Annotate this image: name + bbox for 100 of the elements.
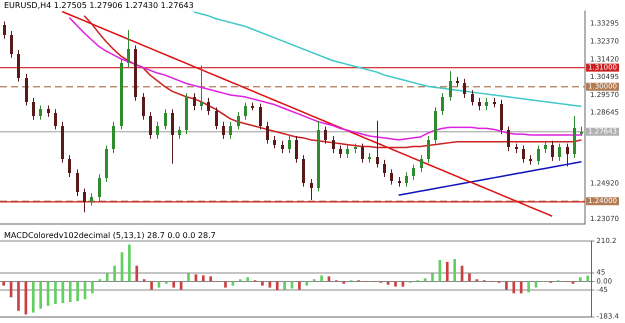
bar <box>209 276 212 282</box>
candlestick <box>54 108 57 130</box>
bar <box>460 266 464 282</box>
candlestick <box>32 97 35 120</box>
bar <box>386 282 390 285</box>
bar <box>402 282 404 287</box>
candlestick <box>354 143 357 154</box>
candlestick <box>259 103 262 130</box>
candlestick <box>164 108 167 130</box>
bar <box>39 282 42 309</box>
candlestick <box>76 168 79 197</box>
candlestick <box>281 140 284 154</box>
candlestick <box>361 143 364 164</box>
bar <box>194 274 198 282</box>
bar <box>534 282 538 288</box>
candlestick <box>580 126 583 136</box>
candlestick <box>3 20 6 40</box>
bar <box>224 282 227 288</box>
candlestick <box>273 136 276 149</box>
candlestick <box>215 106 218 130</box>
bar <box>172 282 176 288</box>
candlestick <box>149 112 152 140</box>
bar <box>505 282 508 290</box>
bar <box>180 282 182 290</box>
candlestick <box>156 121 159 140</box>
candlestick <box>68 154 71 178</box>
bar <box>68 282 72 302</box>
candlestick <box>83 188 86 213</box>
candlestick <box>171 108 174 164</box>
bar <box>261 282 264 286</box>
candlestick <box>507 126 510 152</box>
candlestick <box>398 176 401 188</box>
candlestick <box>178 126 181 140</box>
candlestick <box>332 136 335 154</box>
bar <box>158 282 160 288</box>
candlestick <box>537 145 540 166</box>
candlestick <box>127 30 130 68</box>
candlestick <box>412 164 415 180</box>
candlestick <box>405 172 408 188</box>
bar <box>17 282 20 311</box>
candlestick <box>471 90 474 106</box>
candlestick <box>193 92 196 111</box>
candlestick <box>207 97 210 116</box>
bar <box>305 282 308 286</box>
candlestick <box>544 140 547 154</box>
candlestick <box>339 145 342 158</box>
candlestick <box>25 73 28 106</box>
bar <box>446 262 449 282</box>
bar <box>113 266 116 282</box>
bar <box>150 282 153 290</box>
candlestick <box>10 30 13 58</box>
bar <box>328 276 330 282</box>
bar <box>10 282 12 298</box>
bar <box>46 282 50 306</box>
candlestick <box>456 76 459 87</box>
bar <box>106 273 109 282</box>
candlestick <box>376 120 379 168</box>
chart-title: MACDColoredv102decimal (5,13,1) 28.7 0.0 0.0 28.7 <box>4 231 216 240</box>
bar <box>232 282 234 286</box>
candlestick <box>485 97 488 111</box>
bar <box>512 282 516 294</box>
bar <box>187 273 190 282</box>
bar <box>246 277 249 282</box>
bar <box>32 282 35 313</box>
candlestick <box>558 143 561 162</box>
candlestick <box>229 121 232 140</box>
candlestick <box>98 174 101 202</box>
bar <box>76 282 79 302</box>
candlestick <box>368 152 371 164</box>
bar <box>276 282 279 290</box>
bar <box>128 244 131 282</box>
candlestick <box>295 136 298 164</box>
candlestick <box>529 154 532 166</box>
candlestick <box>237 112 240 130</box>
bar <box>84 282 86 300</box>
bar <box>424 278 426 282</box>
candlestick <box>463 78 466 98</box>
candlestick <box>142 92 145 120</box>
bar <box>54 282 57 304</box>
bar <box>268 282 272 288</box>
bar <box>431 273 434 282</box>
candlestick <box>17 50 20 82</box>
candlestick <box>324 126 327 144</box>
candlestick <box>478 97 481 111</box>
candlestick <box>47 104 50 118</box>
bar <box>283 282 286 290</box>
bar <box>91 282 94 294</box>
candlestick <box>346 145 349 158</box>
bar <box>527 282 530 292</box>
candlestick <box>566 143 569 168</box>
candlestick <box>420 154 423 173</box>
candlestick <box>90 192 93 206</box>
candlestick <box>522 145 525 164</box>
candlestick <box>441 92 444 116</box>
candlestick <box>310 178 313 200</box>
bar <box>120 252 124 282</box>
bar <box>468 273 471 282</box>
chart-title: EURUSD,H4 1.27505 1.27906 1.27430 1.27643 <box>4 1 194 10</box>
candlestick <box>383 159 386 178</box>
bar <box>579 277 582 282</box>
